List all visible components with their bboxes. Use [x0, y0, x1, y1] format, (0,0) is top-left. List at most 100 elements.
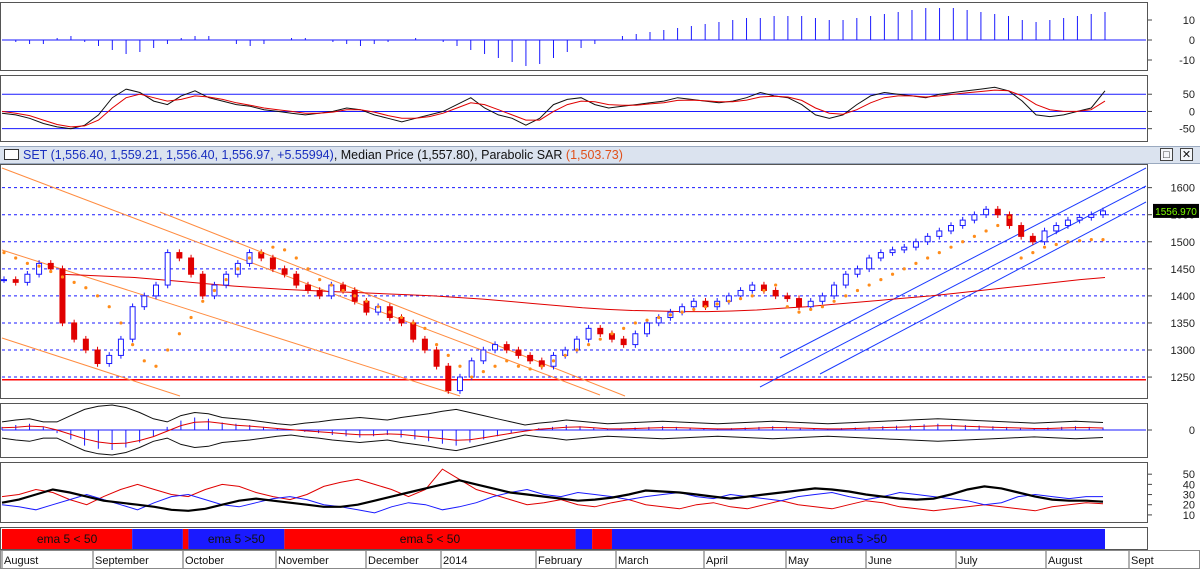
ema-band-segment [188, 529, 285, 549]
sar-dot [680, 310, 684, 314]
series-visibility-icon[interactable] [4, 149, 19, 160]
month-label: April [706, 555, 728, 567]
candle-body [12, 279, 19, 283]
candle-body [877, 252, 884, 259]
separator-1: , [333, 148, 341, 162]
candle-body [164, 252, 171, 286]
ema-band-segment [592, 529, 612, 549]
sar-dot [2, 250, 6, 255]
candle-body [36, 262, 43, 275]
momentum-tick-label: 10 [1183, 15, 1195, 27]
candle-body [585, 327, 592, 340]
candle-body [492, 344, 499, 351]
sar-dot [481, 370, 485, 374]
sar-dot [750, 294, 754, 298]
sar-dot [633, 321, 637, 325]
sar-dot [762, 288, 766, 293]
sar-dot [1101, 238, 1105, 242]
sar-dot [610, 332, 614, 336]
sar-dot [902, 267, 906, 271]
candle-body [854, 268, 861, 275]
candle-body [1041, 230, 1048, 243]
ema-band-segment [611, 529, 1105, 549]
sar-value: (1,503.73) [565, 148, 623, 162]
sar-dot [294, 256, 298, 260]
sar-dot [738, 296, 743, 301]
sar-dot [855, 288, 860, 293]
sar-dot [914, 261, 918, 266]
candle-body [141, 295, 148, 308]
candle-body [304, 284, 311, 291]
candle-body [433, 349, 440, 367]
dmi-tick-label: 20 [1183, 500, 1195, 512]
sar-dot [586, 342, 591, 347]
sar-dot [177, 332, 181, 336]
candle-body [796, 298, 803, 308]
sar-dot [411, 321, 415, 325]
close-icon[interactable]: ✕ [1180, 148, 1193, 161]
candle-body [632, 333, 639, 346]
down-channel-upper-line [1, 167, 601, 396]
sar-dot [1089, 238, 1093, 242]
candle-body [316, 289, 323, 297]
sar-dot [867, 283, 871, 287]
candle-body [456, 376, 463, 392]
price-tick-label: 1400 [1171, 291, 1195, 303]
sar-dot [715, 302, 719, 306]
momentum-tick-label: -10 [1179, 55, 1195, 67]
candle-body [690, 300, 697, 308]
month-label: February [538, 555, 583, 567]
down-channel-mid-line [1, 249, 461, 397]
sar-dot [224, 278, 228, 282]
sar-dot [107, 305, 111, 309]
sar-dot [785, 305, 789, 309]
sar-dot [505, 359, 509, 363]
candle-body [842, 273, 849, 286]
sar-dot [809, 307, 813, 312]
dmi-tick-label: 30 [1183, 490, 1195, 502]
sar-dot [528, 367, 532, 371]
sar-dot [890, 272, 895, 276]
candle-body [94, 349, 101, 365]
sar-dot [984, 229, 988, 233]
candle-body [1029, 235, 1036, 243]
sar-dot [972, 234, 976, 238]
month-label: May [788, 555, 809, 567]
stochastic-tick-label: 50 [1183, 89, 1195, 101]
candle-body [503, 344, 510, 351]
sar-dot [458, 364, 462, 368]
restore-icon[interactable]: □ [1160, 148, 1173, 161]
sar-dot [1066, 240, 1070, 244]
candle-body [1076, 216, 1083, 221]
candle-body [1100, 210, 1106, 216]
candle-body [129, 306, 136, 340]
momentum-tick-label: 0 [1189, 35, 1195, 47]
sar-dot [774, 283, 778, 287]
sar-dot [668, 313, 673, 317]
candle-body [948, 225, 955, 232]
month-label: Sept [1131, 555, 1154, 567]
sar-dot [14, 256, 18, 260]
sar-dot [201, 299, 205, 303]
sar-dot [1078, 239, 1082, 243]
macd-lower-envelope [1, 434, 1104, 456]
sar-dot [282, 248, 287, 252]
ema-band-label: ema 5 < 50 [37, 532, 98, 546]
candle-body [515, 349, 522, 356]
candle-body [1064, 219, 1071, 227]
dmi-tick-label: 40 [1183, 479, 1195, 491]
sar-dot [598, 337, 602, 341]
dmi-tick-label: 50 [1183, 469, 1195, 481]
candle-body [737, 289, 744, 297]
sar-dot [271, 245, 275, 249]
candle-body [188, 257, 195, 275]
down-channel-lower-line [159, 211, 626, 397]
candle-body [924, 235, 931, 243]
macd-upper-envelope [1, 404, 1104, 426]
sar-dot [84, 286, 88, 290]
stochastic-tick-label: -50 [1179, 124, 1195, 136]
candle-body [410, 322, 417, 340]
month-label: June [868, 555, 892, 567]
candle-body [1053, 225, 1060, 232]
